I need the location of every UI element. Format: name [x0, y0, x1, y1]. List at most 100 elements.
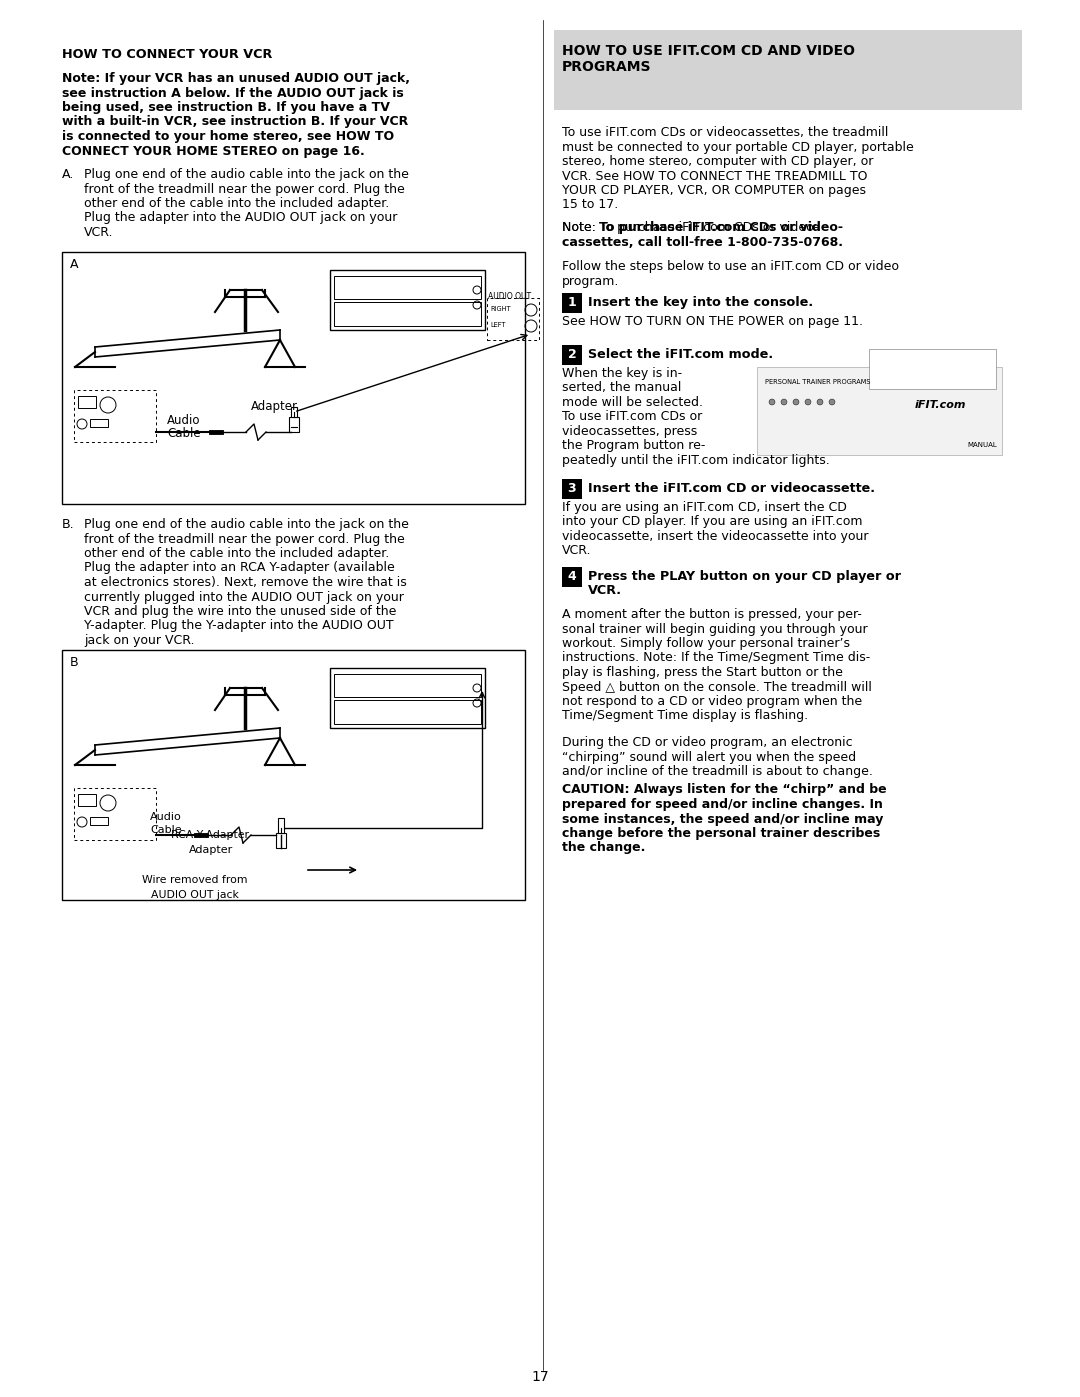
Bar	[289, 416, 299, 432]
Text: To use iFIT.com CDs or: To use iFIT.com CDs or	[562, 411, 702, 423]
Text: Select the iFIT.com mode.: Select the iFIT.com mode.	[588, 348, 773, 360]
Text: Adapter: Adapter	[251, 400, 298, 414]
Text: peatedly until the iFIT.com indicator lights.: peatedly until the iFIT.com indicator li…	[562, 454, 829, 467]
Text: If you are using an iFIT.com CD, insert the CD: If you are using an iFIT.com CD, insert …	[562, 502, 847, 514]
Text: Time/Segment Time display is flashing.: Time/Segment Time display is flashing.	[562, 710, 808, 722]
Bar	[90, 817, 108, 826]
Text: other end of the cable into the included adapter.: other end of the cable into the included…	[84, 197, 389, 210]
Bar	[334, 302, 481, 326]
Bar	[62, 650, 525, 900]
Bar	[278, 819, 284, 833]
Circle shape	[781, 400, 787, 405]
Text: Wire removed from: Wire removed from	[143, 875, 247, 886]
Text: Insert the iFIT.com CD or videocassette.: Insert the iFIT.com CD or videocassette.	[588, 482, 875, 495]
Text: Audio: Audio	[167, 414, 201, 427]
Bar	[291, 407, 297, 416]
Text: RCA Y-Adapter: RCA Y-Adapter	[171, 830, 249, 840]
Text: “chirping” sound will alert you when the speed: “chirping” sound will alert you when the…	[562, 750, 856, 764]
Text: being used, see instruction B. If you have a TV: being used, see instruction B. If you ha…	[62, 101, 390, 115]
Bar	[62, 251, 525, 504]
Text: RIGHT: RIGHT	[490, 306, 511, 312]
Text: 17: 17	[531, 1370, 549, 1384]
Text: front of the treadmill near the power cord. Plug the: front of the treadmill near the power co…	[84, 532, 405, 545]
Bar	[90, 419, 108, 427]
Text: some instances, the speed and/or incline may: some instances, the speed and/or incline…	[562, 813, 883, 826]
Text: 3: 3	[568, 482, 577, 495]
Text: prepared for speed and/or incline changes. In: prepared for speed and/or incline change…	[562, 798, 882, 812]
Text: program.: program.	[562, 274, 619, 288]
Text: VCR and plug the wire into the unused side of the: VCR and plug the wire into the unused si…	[84, 605, 396, 617]
Bar	[75, 390, 156, 441]
Text: 15 to 17.: 15 to 17.	[562, 198, 618, 211]
Text: Press the PLAY button on your CD player or: Press the PLAY button on your CD player …	[588, 570, 901, 583]
Text: Y-adapter. Plug the Y-adapter into the AUDIO OUT: Y-adapter. Plug the Y-adapter into the A…	[84, 619, 393, 633]
Text: YOUR CD PLAYER, VCR, OR COMPUTER on pages: YOUR CD PLAYER, VCR, OR COMPUTER on page…	[562, 184, 866, 197]
Text: see instruction A below. If the AUDIO OUT jack is: see instruction A below. If the AUDIO OU…	[62, 87, 404, 99]
Circle shape	[793, 400, 799, 405]
Text: A.: A.	[62, 168, 75, 182]
Text: jack on your VCR.: jack on your VCR.	[84, 634, 194, 647]
Bar	[78, 793, 96, 806]
Text: and/or incline of the treadmill is about to change.: and/or incline of the treadmill is about…	[562, 766, 873, 778]
Bar	[562, 479, 582, 499]
Text: into your CD player. If you are using an iFIT.com: into your CD player. If you are using an…	[562, 515, 863, 528]
Text: A: A	[70, 258, 79, 271]
Bar	[562, 567, 582, 587]
Text: 2: 2	[568, 348, 577, 360]
Text: change before the personal trainer describes: change before the personal trainer descr…	[562, 827, 880, 840]
Text: currently plugged into the AUDIO OUT jack on your: currently plugged into the AUDIO OUT jac…	[84, 591, 404, 604]
Text: the change.: the change.	[562, 841, 646, 855]
Text: AUDIO OUT jack: AUDIO OUT jack	[151, 890, 239, 900]
Circle shape	[769, 400, 775, 405]
Bar	[869, 349, 996, 388]
Text: Note:: Note:	[562, 221, 599, 235]
Text: To purchase iFIT.com CDs or video-: To purchase iFIT.com CDs or video-	[599, 221, 843, 235]
Text: other end of the cable into the included adapter.: other end of the cable into the included…	[84, 548, 389, 560]
Text: must be connected to your portable CD player, portable: must be connected to your portable CD pl…	[562, 141, 914, 154]
Bar	[276, 833, 286, 848]
Text: 1: 1	[568, 296, 577, 310]
Text: 4: 4	[568, 570, 577, 584]
Bar	[334, 277, 481, 299]
Bar	[330, 668, 485, 728]
Text: workout. Simply follow your personal trainer’s: workout. Simply follow your personal tra…	[562, 637, 850, 650]
Text: Plug the adapter into the AUDIO OUT jack on your: Plug the adapter into the AUDIO OUT jack…	[84, 211, 397, 225]
Text: iFIT.com: iFIT.com	[915, 400, 966, 409]
Text: not respond to a CD or video program when the: not respond to a CD or video program whe…	[562, 694, 862, 708]
Text: Adapter: Adapter	[189, 845, 233, 855]
Bar	[487, 298, 539, 339]
Text: AUDIO OUT: AUDIO OUT	[488, 292, 531, 300]
Text: VCR.: VCR.	[84, 226, 113, 239]
Text: the Program button re-: the Program button re-	[562, 440, 705, 453]
Text: MANUAL: MANUAL	[967, 441, 997, 448]
Text: PERSONAL TRAINER PROGRAMS: PERSONAL TRAINER PROGRAMS	[765, 379, 870, 386]
Text: VCR. See HOW TO CONNECT THE TREADMILL TO: VCR. See HOW TO CONNECT THE TREADMILL TO	[562, 169, 867, 183]
Text: To use iFIT.com CDs or videocassettes, the treadmill: To use iFIT.com CDs or videocassettes, t…	[562, 126, 889, 138]
Text: A moment after the button is pressed, your per-: A moment after the button is pressed, yo…	[562, 608, 862, 622]
Text: instructions. Note: If the Time/Segment Time dis-: instructions. Note: If the Time/Segment …	[562, 651, 870, 665]
Bar	[562, 293, 582, 313]
Text: stereo, home stereo, computer with CD player, or: stereo, home stereo, computer with CD pl…	[562, 155, 874, 168]
Text: sonal trainer will begin guiding you through your: sonal trainer will begin guiding you thr…	[562, 623, 867, 636]
Circle shape	[816, 400, 823, 405]
Bar	[330, 270, 485, 330]
Text: is connected to your home stereo, see HOW TO: is connected to your home stereo, see HO…	[62, 130, 394, 142]
Text: See HOW TO TURN ON THE POWER on page 11.: See HOW TO TURN ON THE POWER on page 11.	[562, 316, 863, 328]
Text: B: B	[70, 657, 79, 669]
Bar	[78, 395, 96, 408]
Text: HOW TO CONNECT YOUR VCR: HOW TO CONNECT YOUR VCR	[62, 47, 272, 61]
Text: at electronics stores). Next, remove the wire that is: at electronics stores). Next, remove the…	[84, 576, 407, 590]
Text: PROGRAMS: PROGRAMS	[562, 60, 651, 74]
Text: Plug one end of the audio cable into the jack on the: Plug one end of the audio cable into the…	[84, 168, 409, 182]
Text: VCR.: VCR.	[588, 584, 622, 598]
Bar	[334, 673, 481, 697]
Text: Insert the key into the console.: Insert the key into the console.	[588, 296, 813, 309]
Text: play is flashing, press the Start button or the: play is flashing, press the Start button…	[562, 666, 842, 679]
Text: Speed △ button on the console. The treadmill will: Speed △ button on the console. The tread…	[562, 680, 872, 693]
Text: Cable: Cable	[150, 826, 181, 835]
Text: CONNECT YOUR HOME STEREO on page 16.: CONNECT YOUR HOME STEREO on page 16.	[62, 144, 365, 158]
Text: Audio: Audio	[150, 812, 181, 821]
Bar	[334, 700, 481, 724]
Bar	[554, 29, 1022, 110]
Bar	[757, 367, 1002, 455]
